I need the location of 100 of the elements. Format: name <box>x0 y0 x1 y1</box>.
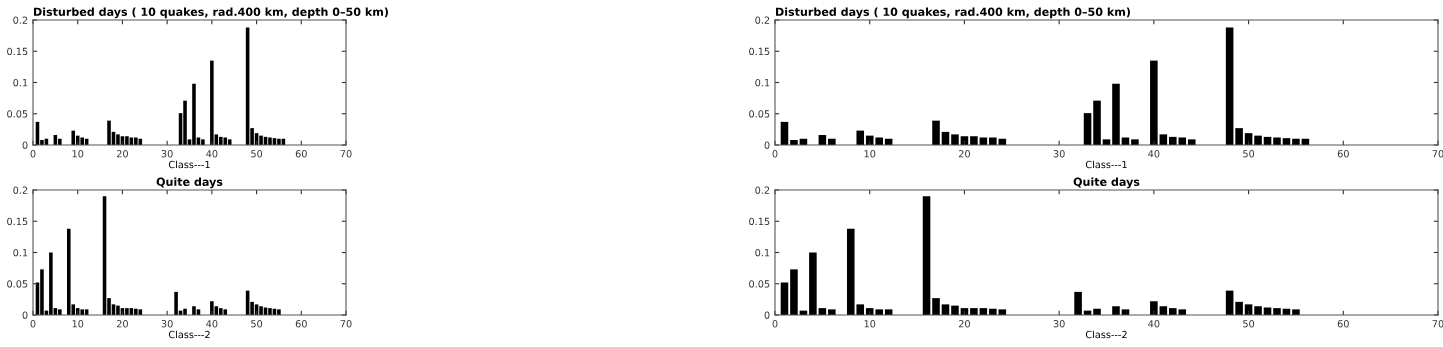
bar <box>1292 309 1300 315</box>
x-tick-label: 40 <box>206 150 218 158</box>
bar <box>1150 60 1158 145</box>
x-tick-label: 0 <box>772 320 778 328</box>
y-tick-label: 0.15 <box>749 47 770 56</box>
x-tick-label: 50 <box>251 150 263 158</box>
x-tick-label: 70 <box>1432 320 1443 328</box>
y-tick-label: 0.15 <box>749 217 770 226</box>
x-tick-label: 60 <box>295 150 307 158</box>
x-tick-label: 40 <box>1148 150 1160 158</box>
bar <box>277 309 281 315</box>
x-tick-label: 20 <box>116 320 128 328</box>
bar <box>790 269 798 315</box>
y-tick-label: 0.05 <box>7 280 28 288</box>
bar <box>1235 301 1243 315</box>
bar <box>40 269 44 315</box>
y-tick-label: 0.15 <box>7 47 28 56</box>
bar <box>174 291 178 315</box>
y-tick-label: 0 <box>22 311 28 319</box>
bar <box>134 308 138 315</box>
bar <box>183 100 187 145</box>
bar <box>116 305 120 315</box>
bar <box>1150 301 1158 315</box>
x-axis-title: Class---1 <box>1085 160 1127 169</box>
x-tick-label: 50 <box>1243 150 1255 158</box>
y-tick-label: 0.05 <box>749 280 770 288</box>
bar <box>219 136 223 145</box>
x-tick-label: 20 <box>958 320 970 328</box>
y-tick-label: 0.1 <box>13 248 28 257</box>
y-tick-label: 0 <box>764 141 770 149</box>
bar <box>970 136 978 145</box>
bar <box>49 252 53 315</box>
bar <box>828 309 836 315</box>
x-tick-label: 20 <box>958 150 970 158</box>
x-tick-label: 30 <box>1053 320 1065 328</box>
bar <box>1112 83 1120 145</box>
bar <box>1235 128 1243 145</box>
bar <box>1112 306 1120 315</box>
bar <box>107 120 111 145</box>
x-tick-label: 30 <box>1053 150 1065 158</box>
x-tick-label: 10 <box>72 320 84 328</box>
bar <box>192 83 196 145</box>
bar <box>210 60 214 145</box>
bar <box>922 196 931 315</box>
bar <box>210 301 214 315</box>
x-tick-label: 70 <box>1432 150 1443 158</box>
x-tick-label: 50 <box>251 320 263 328</box>
x-axis-title: Class---1 <box>168 160 210 169</box>
y-tick-label: 0 <box>764 311 770 319</box>
chart-title: Disturbed days ( 10 quakes, rad.400 km, depth 0–50 km) <box>776 7 1130 19</box>
y-tick-label: 0.1 <box>13 78 28 87</box>
y-tick-label: 0.1 <box>755 78 770 87</box>
bar <box>1131 139 1139 145</box>
y-tick-label: 0.1 <box>755 248 770 257</box>
x-tick-label: 20 <box>116 150 128 158</box>
x-tick-label: 50 <box>1243 320 1255 328</box>
x-tick-label: 30 <box>161 320 173 328</box>
x-tick-label: 0 <box>772 150 778 158</box>
bar <box>1187 139 1196 145</box>
bar <box>66 228 71 315</box>
x-tick-label: 10 <box>72 150 84 158</box>
x-axis-title: Class---2 <box>168 330 210 339</box>
bar <box>183 308 187 315</box>
x-tick-label: 0 <box>30 320 36 328</box>
x-tick-label: 10 <box>864 150 876 158</box>
x-tick-label: 0 <box>30 150 36 158</box>
x-tick-label: 10 <box>864 320 876 328</box>
bar <box>1254 135 1262 145</box>
bar <box>201 139 205 145</box>
bar <box>1093 100 1101 145</box>
y-tick-label: 0.2 <box>755 16 770 24</box>
bar <box>1225 27 1234 145</box>
y-tick-label: 0.05 <box>749 110 770 118</box>
bar <box>192 306 196 315</box>
y-tick-label: 0.05 <box>7 110 28 118</box>
y-tick-label: 0 <box>22 141 28 149</box>
bar <box>268 308 272 315</box>
x-tick-label: 70 <box>340 320 352 328</box>
bar <box>223 309 228 315</box>
bar <box>951 305 959 315</box>
bar <box>1273 308 1281 315</box>
chart-title: Quite days <box>1073 177 1140 189</box>
bar <box>259 135 263 145</box>
y-tick-label: 0.2 <box>755 186 770 194</box>
bar <box>1083 113 1092 145</box>
bar <box>58 138 62 145</box>
bar <box>58 309 62 315</box>
chart-title: Disturbed days ( 10 quakes, rad.400 km, depth 0–50 km) <box>34 7 388 19</box>
x-tick-label: 60 <box>295 320 307 328</box>
x-tick-label: 60 <box>1337 150 1349 158</box>
bar <box>125 308 129 315</box>
y-tick-label: 0.15 <box>7 217 28 226</box>
bar <box>809 252 817 315</box>
x-tick-label: 60 <box>1337 320 1349 328</box>
bar <box>71 130 76 145</box>
bar <box>970 308 978 315</box>
bar <box>219 308 223 315</box>
bar <box>951 134 959 145</box>
y-tick-label: 0.2 <box>13 186 28 194</box>
bar <box>125 136 129 145</box>
